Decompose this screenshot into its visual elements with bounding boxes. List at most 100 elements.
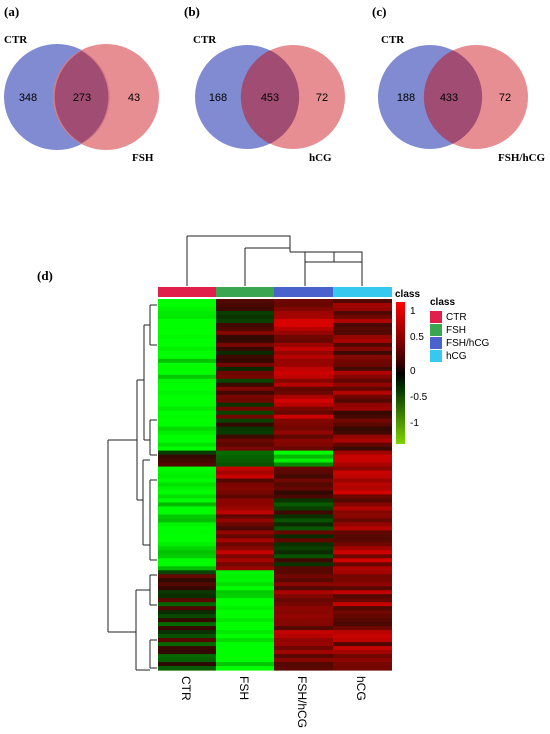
heatmap-cell (216, 626, 274, 631)
heatmap-cell (216, 510, 274, 516)
heatmap-cell (333, 422, 392, 428)
heatmap-cell (333, 402, 392, 408)
heatmap-cell (333, 490, 392, 496)
heatmap-cell (274, 474, 333, 480)
heatmap-cell (158, 666, 216, 671)
venn-ctr-hcg: 168 453 72 (195, 45, 345, 149)
heatmap-cell (274, 330, 333, 336)
heatmap-cell (158, 362, 216, 368)
heatmap-cell (216, 362, 274, 368)
scale-title: class (395, 289, 420, 300)
heatmap-cell (274, 354, 333, 360)
heatmap-cell (274, 534, 333, 539)
heatmap-cell (333, 299, 392, 304)
heatmap-cell (333, 634, 392, 639)
heatmap-cell (274, 666, 333, 671)
heatmap-cell (333, 578, 392, 583)
heatmap-cell (158, 534, 216, 539)
heatmap-cell (158, 402, 216, 408)
heatmap-cell (158, 318, 216, 324)
row-dendrogram (107, 304, 157, 671)
venn3-right-label: FSH/hCG (498, 152, 546, 164)
heatmap-cell (158, 646, 216, 651)
heatmap-cell (216, 466, 274, 472)
heatmap-cell (333, 530, 392, 535)
heatmap-cell (274, 386, 333, 392)
heatmap-cell (216, 558, 274, 563)
heatmap-cell (158, 306, 216, 312)
heatmap-cell (274, 538, 333, 543)
heatmap-cell (216, 374, 274, 380)
heatmap-cell (274, 378, 333, 384)
heatmap-cell (216, 594, 274, 599)
heatmap-cell (333, 322, 392, 328)
heatmap-cell (274, 382, 333, 388)
heatmap-cell (158, 299, 216, 304)
heatmap-cell (216, 370, 274, 376)
heatmap-cell (216, 382, 274, 388)
heatmap-cell (274, 418, 333, 424)
heatmap-cell (216, 426, 274, 432)
heatmap-cell (216, 574, 274, 579)
heatmap-cell (158, 574, 216, 579)
heatmap-cell (333, 506, 392, 512)
heatmap-cell (274, 622, 333, 627)
heatmap-cell (216, 486, 274, 492)
heatmap-cell (158, 490, 216, 496)
heatmap-cell (216, 530, 274, 535)
heatmap-cell (158, 594, 216, 599)
heatmap-cell (158, 558, 216, 563)
heatmap-cell (333, 510, 392, 516)
heatmap-cell (333, 358, 392, 364)
heatmap-cell (274, 342, 333, 348)
heatmap-cell (333, 462, 392, 468)
heatmap-cell (216, 550, 274, 555)
venn-left-count: 168 (209, 92, 227, 104)
heatmap-cell (158, 606, 216, 611)
heatmap-cell (333, 582, 392, 587)
heatmap-cell (158, 618, 216, 623)
legend-label-ctr: CTR (446, 312, 467, 323)
heatmap-cell (158, 562, 216, 567)
heatmap-cell (158, 482, 216, 488)
heatmap-cell (333, 374, 392, 380)
heatmap-cell (216, 542, 274, 547)
scale-tick-0: 0 (410, 366, 416, 377)
heatmap-cell (216, 522, 274, 527)
heatmap-cell (333, 602, 392, 607)
heatmap-cell (333, 494, 392, 500)
heatmap-cell (216, 454, 274, 460)
heatmap-cell (158, 390, 216, 396)
heatmap-cell (158, 366, 216, 372)
heatmap-cell (216, 366, 274, 372)
heatmap-cell (274, 522, 333, 527)
heatmap-cell (333, 610, 392, 615)
heatmap-cell (216, 406, 274, 412)
heatmap-cell (274, 550, 333, 555)
heatmap-cell (274, 438, 333, 444)
heatmap-cell (274, 334, 333, 340)
heatmap-cell (216, 634, 274, 639)
heatmap-cell (216, 666, 274, 671)
heatmap-cell (158, 522, 216, 527)
heatmap-cell (158, 542, 216, 547)
heatmap-cell (274, 574, 333, 579)
venn-ctr-fshhcg: 188 433 72 (378, 45, 528, 149)
heatmap-cell (216, 482, 274, 488)
heatmap-cell (158, 394, 216, 400)
heatmap-cell (333, 446, 392, 452)
heatmap-cell (333, 370, 392, 376)
heatmap-cell (333, 590, 392, 595)
heatmap-cell (333, 438, 392, 444)
heatmap-cell (158, 622, 216, 627)
heatmap-cell (333, 410, 392, 416)
heatmap-cell (216, 442, 274, 448)
heatmap-cell (274, 646, 333, 651)
heatmap-cell (274, 650, 333, 655)
col-label-fshhcg: FSH/hCG (295, 676, 309, 728)
heatmap-cell (158, 310, 216, 316)
heatmap-cell (274, 654, 333, 659)
heatmap-cell (216, 430, 274, 436)
heatmap-cell (158, 358, 216, 364)
heatmap-cell (274, 590, 333, 595)
